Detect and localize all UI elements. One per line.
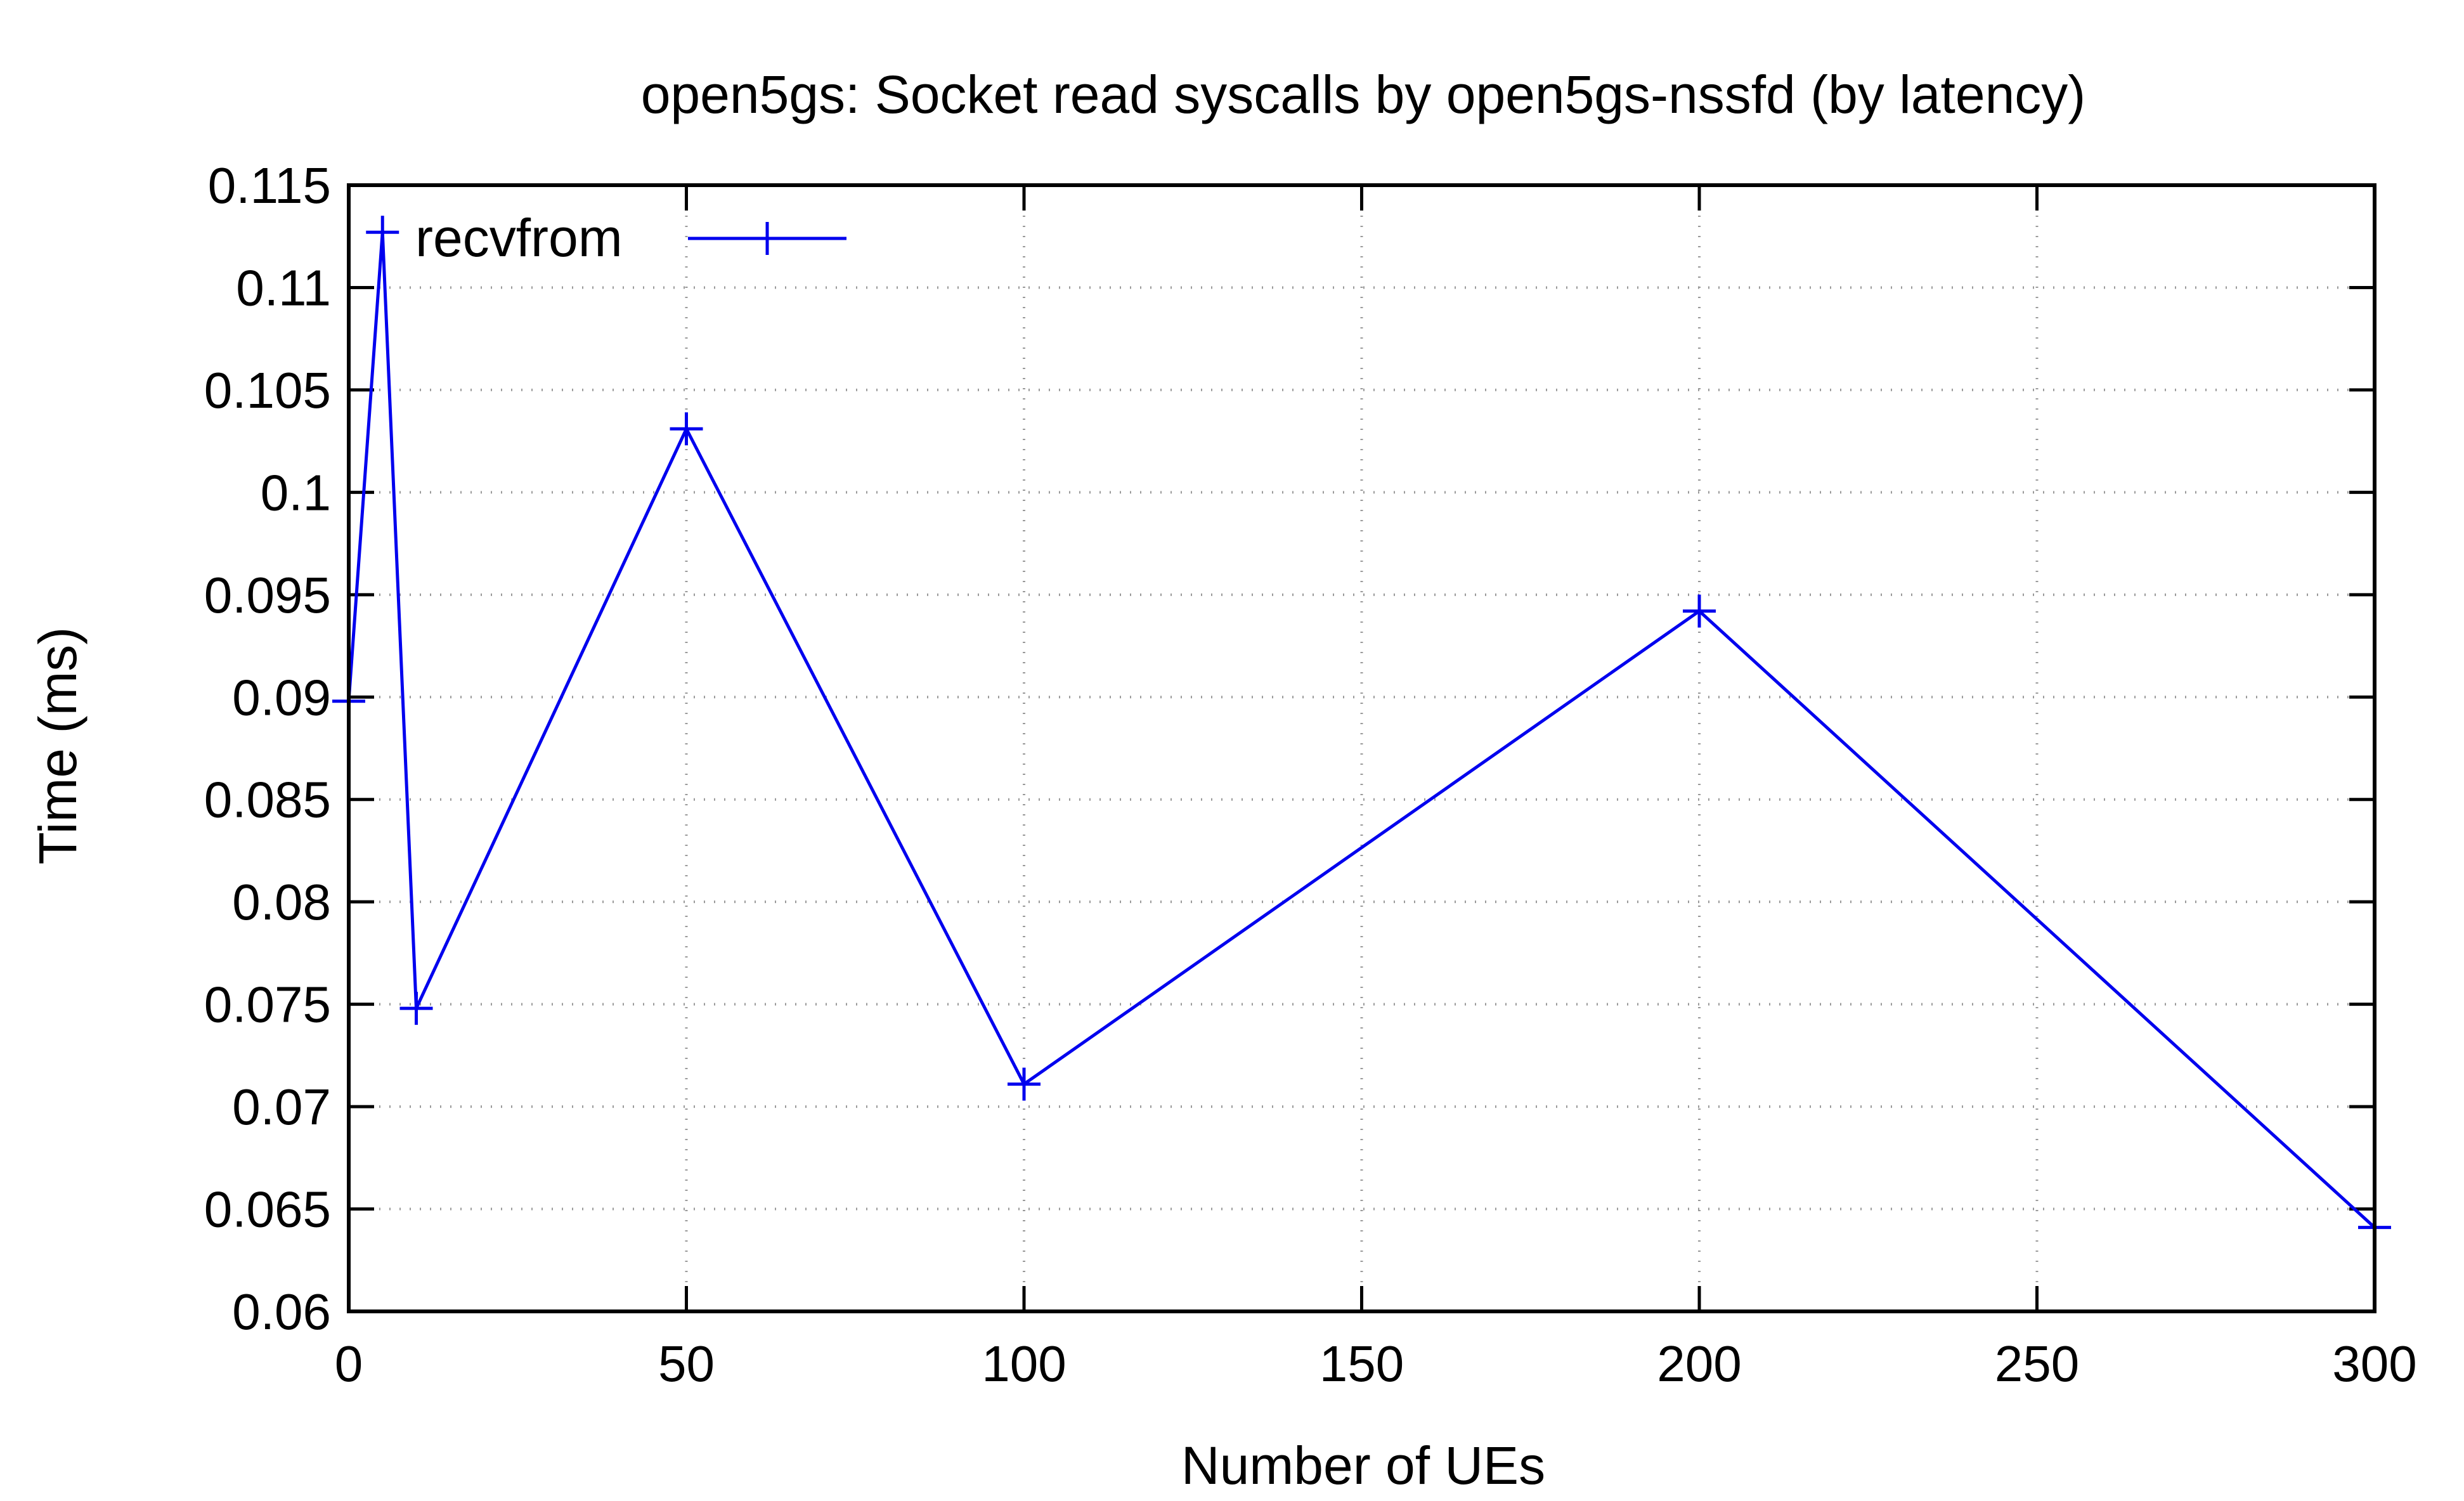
grid	[349, 185, 2375, 1311]
y-tick-label: 0.1	[261, 464, 331, 521]
x-tick-label: 100	[982, 1335, 1066, 1392]
plot-frame	[347, 183, 2376, 1313]
tick-labels: 0.060.0650.070.0750.080.0850.090.0950.10…	[204, 157, 2417, 1392]
data-point-marker	[366, 216, 399, 249]
data-point-marker	[1008, 1067, 1041, 1101]
y-tick-label: 0.06	[232, 1283, 331, 1340]
y-tick-label: 0.065	[204, 1181, 331, 1238]
data-point-marker	[670, 412, 703, 446]
legend: recvfrom	[415, 208, 846, 268]
data-point-marker	[399, 992, 433, 1025]
y-tick-label: 0.075	[204, 977, 331, 1033]
y-tick-label: 0.105	[204, 362, 331, 419]
x-tick-label: 300	[2332, 1335, 2416, 1392]
x-tick-label: 50	[658, 1335, 715, 1392]
x-tick-label: 250	[1995, 1335, 2079, 1392]
y-tick-label: 0.09	[232, 669, 331, 725]
axis-ticks	[347, 183, 2376, 1313]
y-tick-label: 0.095	[204, 567, 331, 623]
y-tick-label: 0.115	[208, 157, 331, 214]
y-tick-label: 0.085	[204, 772, 331, 828]
data-point-marker	[1683, 594, 1716, 628]
x-tick-label: 200	[1657, 1335, 1741, 1392]
x-tick-label: 0	[335, 1335, 363, 1392]
x-tick-label: 150	[1320, 1335, 1404, 1392]
series-layer	[332, 216, 2391, 1244]
y-axis-title: Time (ms)	[28, 627, 88, 865]
y-tick-label: 0.08	[232, 874, 331, 930]
y-tick-label: 0.11	[236, 259, 331, 316]
y-tick-label: 0.07	[232, 1079, 331, 1135]
chart-title: open5gs: Socket read syscalls by open5gs…	[641, 65, 2086, 124]
legend-label: recvfrom	[415, 208, 623, 268]
x-axis-title: Number of UEs	[1181, 1436, 1545, 1495]
